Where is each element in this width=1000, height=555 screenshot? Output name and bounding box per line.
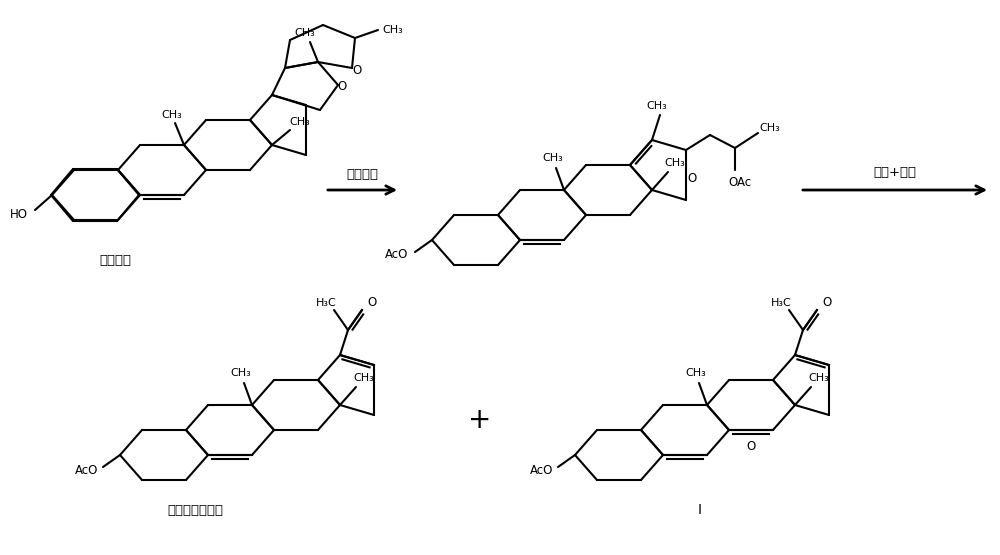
Text: O: O: [822, 295, 832, 309]
Text: CH₃: CH₃: [665, 158, 685, 168]
Text: 薯蓣皂素: 薯蓣皂素: [99, 254, 131, 266]
Text: O: O: [337, 80, 347, 93]
Text: CH₃: CH₃: [647, 101, 667, 111]
Text: HO: HO: [10, 209, 28, 221]
Text: CH₃: CH₃: [686, 368, 706, 378]
Text: CH₃: CH₃: [162, 110, 182, 120]
Text: OAc: OAc: [728, 175, 752, 189]
Text: 开环酰化: 开环酰化: [346, 169, 378, 181]
Text: AcO: AcO: [75, 463, 98, 477]
Text: H₃C: H₃C: [771, 298, 791, 308]
Text: AcO: AcO: [385, 249, 408, 261]
Text: CH₃: CH₃: [809, 373, 829, 383]
Text: CH₃: CH₃: [354, 373, 374, 383]
Text: AcO: AcO: [530, 463, 553, 477]
Text: I: I: [698, 503, 702, 517]
Text: CH₃: CH₃: [760, 123, 780, 133]
Text: +: +: [468, 406, 492, 434]
Text: CH₃: CH₃: [231, 368, 251, 378]
Text: CH₃: CH₃: [295, 28, 315, 38]
Text: CH₃: CH₃: [383, 25, 403, 35]
Text: CH₃: CH₃: [290, 117, 310, 127]
Text: O: O: [367, 295, 377, 309]
Text: H₃C: H₃C: [316, 298, 336, 308]
Text: O: O: [352, 63, 362, 77]
Text: CH₃: CH₃: [543, 153, 563, 163]
Text: O: O: [746, 441, 756, 453]
Text: 氧化+水解: 氧化+水解: [874, 165, 916, 179]
Text: O: O: [687, 171, 697, 184]
Text: 双烯醇酮醋酸酯: 双烯醇酮醋酸酯: [167, 503, 223, 517]
